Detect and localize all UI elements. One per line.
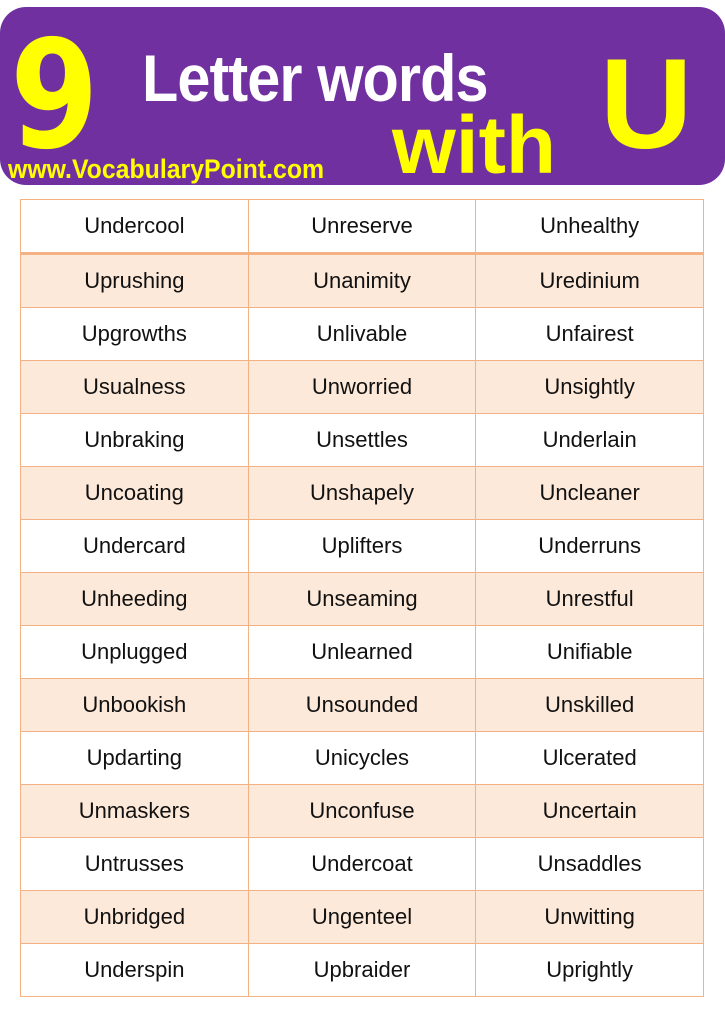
table-row: Upgrowths Unlivable Unfairest [20, 307, 704, 361]
word-cell: Unlivable [247, 307, 477, 361]
word-cell: Usualness [20, 360, 249, 414]
table-row: Uprushing Unanimity Uredinium [20, 253, 704, 308]
word-cell: Unbridged [20, 890, 249, 944]
word-cell: Upbraider [247, 943, 477, 997]
word-cell: Uredinium [475, 253, 704, 308]
word-cell: Uprightly [475, 943, 704, 997]
word-cell: Uplifters [247, 519, 477, 573]
table-row: Usualness Unworried Unsightly [20, 360, 704, 414]
word-table: Undercool Unreserve Unhealthy Uprushing Unan… [20, 199, 704, 997]
word-cell: Unfairest [475, 307, 704, 361]
word-cell: Uncoating [20, 466, 249, 520]
website-url: www.VocabularyPoint.com [8, 154, 325, 184]
word-cell: Unmaskers [20, 784, 249, 838]
word-cell: Undercard [20, 519, 249, 573]
table-row: Unbookish Unsounded Unskilled [20, 678, 704, 732]
word-cell: Underspin [20, 943, 249, 997]
word-cell: Unanimity [247, 253, 477, 308]
word-cell: Underlain [475, 413, 704, 467]
word-cell: Ulcerated [475, 731, 704, 785]
word-cell: Unbraking [20, 413, 249, 467]
word-cell: Unsightly [475, 360, 704, 414]
table-row: Underspin Upbraider Uprightly [20, 943, 704, 997]
table-row: Untrusses Undercoat Unsaddles [20, 837, 704, 891]
title-number: 9 [10, 9, 99, 183]
title-banner: 9 Letter words with U www.VocabularyPoin… [0, 7, 725, 191]
word-cell: Unsaddles [475, 837, 704, 891]
title-text: Letter words [142, 41, 489, 115]
word-cell: Unworried [247, 360, 477, 414]
word-cell: Unhealthy [475, 199, 704, 255]
word-cell: Unrestful [475, 572, 704, 626]
word-cell: Unshapely [247, 466, 477, 520]
word-cell: Unskilled [475, 678, 704, 732]
word-cell: Unsettles [247, 413, 477, 467]
word-cell: Undercool [20, 199, 249, 255]
word-cell: Uncertain [475, 784, 704, 838]
word-cell: Ungenteel [247, 890, 477, 944]
table-row: Unbraking Unsettles Underlain [20, 413, 704, 467]
word-cell: Uprushing [20, 253, 249, 308]
word-cell: Unlearned [247, 625, 477, 679]
title-letter: U [600, 33, 693, 176]
word-cell: Unifiable [475, 625, 704, 679]
table-row: Unmaskers Unconfuse Uncertain [20, 784, 704, 838]
word-cell: Unsounded [247, 678, 477, 732]
word-cell: Unreserve [247, 199, 477, 255]
word-cell: Unwitting [475, 890, 704, 944]
table-row: Unbridged Ungenteel Unwitting [20, 890, 704, 944]
word-cell: Unheeding [20, 572, 249, 626]
word-cell: Untrusses [20, 837, 249, 891]
table-row: Uncoating Unshapely Uncleaner [20, 466, 704, 520]
table-row: Undercool Unreserve Unhealthy [20, 199, 704, 255]
word-cell: Uncleaner [475, 466, 704, 520]
word-cell: Underruns [475, 519, 704, 573]
table-row: Updarting Unicycles Ulcerated [20, 731, 704, 785]
word-cell: Unconfuse [247, 784, 477, 838]
word-cell: Unbookish [20, 678, 249, 732]
word-cell: Undercoat [247, 837, 477, 891]
word-cell: Updarting [20, 731, 249, 785]
word-cell: Unseaming [247, 572, 477, 626]
table-row: Undercard Uplifters Underruns [20, 519, 704, 573]
table-row: Unheeding Unseaming Unrestful [20, 572, 704, 626]
title-with: with [392, 100, 556, 191]
word-cell: Unicycles [247, 731, 477, 785]
word-cell: Upgrowths [20, 307, 249, 361]
word-cell: Unplugged [20, 625, 249, 679]
table-row: Unplugged Unlearned Unifiable [20, 625, 704, 679]
